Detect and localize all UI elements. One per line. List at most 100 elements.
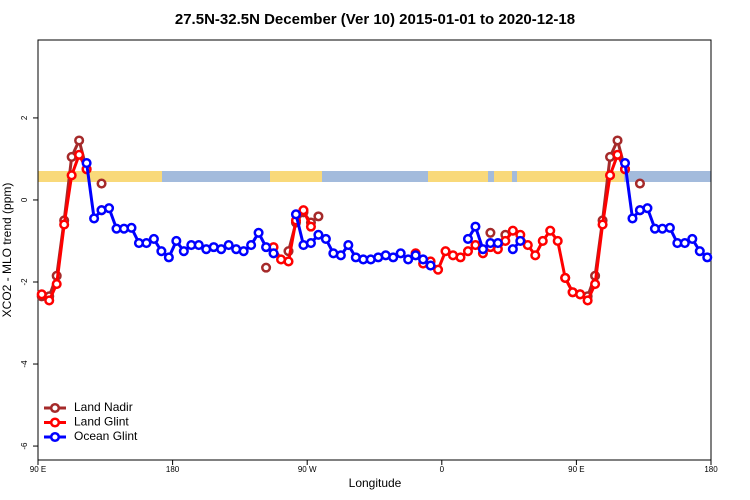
point xyxy=(418,254,429,265)
point xyxy=(163,252,174,263)
point xyxy=(96,178,107,189)
point xyxy=(395,248,406,259)
x-axis-label: Longitude xyxy=(349,476,402,490)
point xyxy=(403,254,414,265)
point xyxy=(627,213,638,224)
point xyxy=(485,227,496,238)
legend-marker xyxy=(49,402,61,414)
point xyxy=(148,233,159,244)
point xyxy=(590,278,601,290)
point xyxy=(619,157,631,169)
point xyxy=(103,203,115,214)
point xyxy=(462,233,474,244)
point xyxy=(246,240,257,251)
point xyxy=(335,250,346,261)
point xyxy=(126,222,137,233)
y-axis-label: XCO2 - MLO trend (ppm) xyxy=(0,183,14,318)
point xyxy=(298,205,309,216)
point xyxy=(290,209,302,220)
point xyxy=(694,246,705,257)
point xyxy=(605,170,616,181)
land-strip xyxy=(38,171,162,182)
point xyxy=(223,240,234,251)
x-tick-label: 90 E xyxy=(568,465,584,474)
point xyxy=(305,237,316,249)
point xyxy=(156,246,167,257)
point xyxy=(261,262,272,273)
point xyxy=(89,213,100,224)
point xyxy=(455,252,466,263)
legend-label: Land Glint xyxy=(74,415,129,429)
point xyxy=(268,248,279,259)
point xyxy=(425,260,436,271)
point xyxy=(410,250,421,261)
point xyxy=(216,244,227,255)
ocean-strip xyxy=(512,171,517,182)
point xyxy=(44,295,55,306)
point xyxy=(492,237,503,249)
legend-label: Ocean Glint xyxy=(74,429,138,443)
series-line xyxy=(42,140,640,296)
point xyxy=(178,246,189,257)
point xyxy=(612,135,623,146)
point xyxy=(141,237,152,249)
point xyxy=(59,219,70,230)
point xyxy=(634,178,646,189)
point xyxy=(597,219,608,230)
legend-marker xyxy=(49,431,61,443)
point xyxy=(36,289,47,300)
map-strip xyxy=(38,171,711,182)
point xyxy=(320,233,331,244)
point xyxy=(171,235,182,247)
land-strip xyxy=(428,171,624,182)
x-tick-label: 90 E xyxy=(30,465,46,474)
point xyxy=(507,225,518,236)
point xyxy=(66,170,77,181)
point xyxy=(261,242,272,253)
point xyxy=(51,278,62,290)
legend-label: Land Nadir xyxy=(74,400,133,414)
point xyxy=(470,240,481,251)
y-tick-label: 0 xyxy=(20,197,29,202)
point xyxy=(470,221,481,232)
point xyxy=(642,203,653,214)
point xyxy=(193,240,204,251)
point xyxy=(313,229,324,240)
chart-title: 27.5N-32.5N December (Ver 10) 2015-01-01… xyxy=(175,11,575,28)
point xyxy=(679,237,690,249)
point xyxy=(477,244,488,255)
legend-marker xyxy=(49,417,61,428)
point xyxy=(575,289,586,300)
plot-frame xyxy=(37,39,712,461)
point xyxy=(537,235,548,247)
point xyxy=(462,246,474,257)
point xyxy=(305,221,316,232)
y-tick-label: -4 xyxy=(20,360,29,368)
point xyxy=(545,225,556,236)
ocean-strip xyxy=(38,171,711,182)
x-tick-label: 90 W xyxy=(298,465,317,474)
point xyxy=(560,272,571,283)
point xyxy=(664,222,675,233)
y-tick-label: -6 xyxy=(20,442,29,450)
point xyxy=(440,246,451,257)
ocean-strip xyxy=(488,171,494,182)
point xyxy=(81,157,92,169)
point xyxy=(507,244,518,255)
point xyxy=(582,295,593,306)
point xyxy=(74,149,85,160)
point xyxy=(343,240,354,251)
y-tick-label: -2 xyxy=(20,278,29,286)
point xyxy=(283,256,294,267)
point xyxy=(388,252,399,263)
x-tick-label: 180 xyxy=(704,465,718,474)
y-tick-label: 2 xyxy=(20,115,29,120)
point xyxy=(612,149,623,160)
x-tick-label: 180 xyxy=(166,465,180,474)
point xyxy=(74,135,85,146)
point xyxy=(522,240,533,251)
point xyxy=(702,252,713,263)
point xyxy=(253,227,264,238)
point xyxy=(687,233,698,244)
